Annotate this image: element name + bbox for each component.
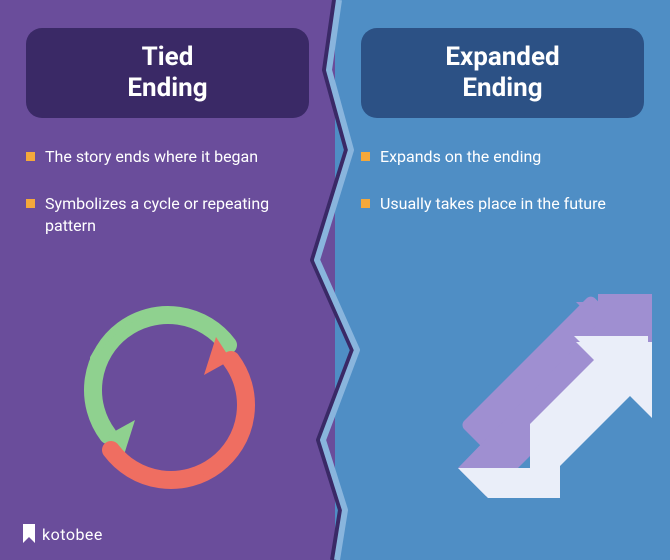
- title-box-left: Tied Ending: [26, 28, 309, 118]
- illustration-diverging-arrows: [335, 280, 670, 510]
- panel-tied-ending: Tied Ending The story ends where it bega…: [0, 0, 335, 560]
- list-item: Symbolizes a cycle or repeating pattern: [26, 193, 309, 238]
- bullet-text: The story ends where it began: [45, 146, 258, 168]
- title-left: Tied Ending: [127, 42, 207, 104]
- title-right: Expanded Ending: [445, 42, 559, 104]
- infographic-root: Tied Ending The story ends where it bega…: [0, 0, 670, 560]
- bullet-list-right: Expands on the ending Usually takes plac…: [361, 146, 644, 215]
- list-item: Expands on the ending: [361, 146, 644, 168]
- title-box-right: Expanded Ending: [361, 28, 644, 118]
- bullet-marker-icon: [361, 199, 370, 208]
- list-item: The story ends where it began: [26, 146, 309, 168]
- cycle-arrows-icon: [63, 290, 273, 500]
- bullet-text: Symbolizes a cycle or repeating pattern: [45, 193, 309, 238]
- illustration-cycle: [0, 290, 335, 500]
- bullet-list-left: The story ends where it began Symbolizes…: [26, 146, 309, 237]
- panel-expanded-ending: Expanded Ending Expands on the ending Us…: [335, 0, 670, 560]
- bullet-text: Expands on the ending: [380, 146, 541, 168]
- bullet-text: Usually takes place in the future: [380, 193, 606, 215]
- bullet-marker-icon: [361, 152, 370, 161]
- brand-name: kotobee: [42, 525, 103, 544]
- bookmark-icon: [22, 524, 36, 544]
- list-item: Usually takes place in the future: [361, 193, 644, 215]
- bullet-marker-icon: [26, 199, 35, 208]
- brand-badge: kotobee: [22, 524, 103, 544]
- bullet-marker-icon: [26, 152, 35, 161]
- diverging-arrows-icon: [430, 280, 660, 510]
